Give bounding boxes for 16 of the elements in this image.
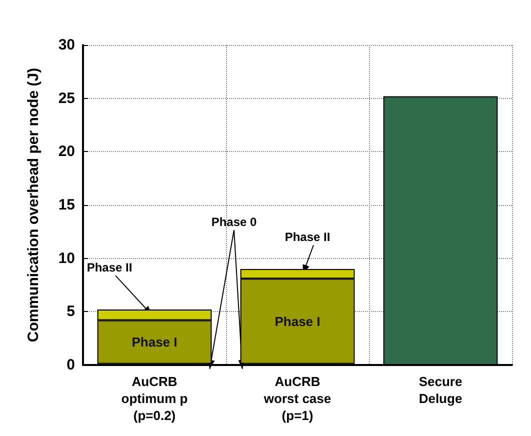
y-axis-title: Communication overhead per node (J) — [25, 68, 42, 342]
y-tick-label: 30 — [58, 36, 75, 54]
text: Phase II — [284, 230, 330, 244]
y-tick-label: 20 — [58, 143, 75, 160]
x-tick-label: AuCRB optimum p (p=0.2) — [121, 374, 188, 423]
text: Phase I — [274, 314, 320, 329]
y-tick-label: 10 — [58, 250, 75, 267]
y-tick-label: 0 — [66, 356, 75, 374]
x-tick-label: Secure Deluge — [418, 374, 462, 406]
text: Phase II — [86, 260, 132, 275]
series-label: Phase I — [132, 334, 178, 350]
x-tick-label: AuCRB worst case (p=1) — [262, 374, 332, 423]
y-tick-label: 5 — [66, 303, 75, 320]
y-tick-label: 25 — [58, 90, 75, 107]
text: Phase 0 — [211, 215, 257, 229]
y-tick-label: 15 — [58, 196, 75, 214]
